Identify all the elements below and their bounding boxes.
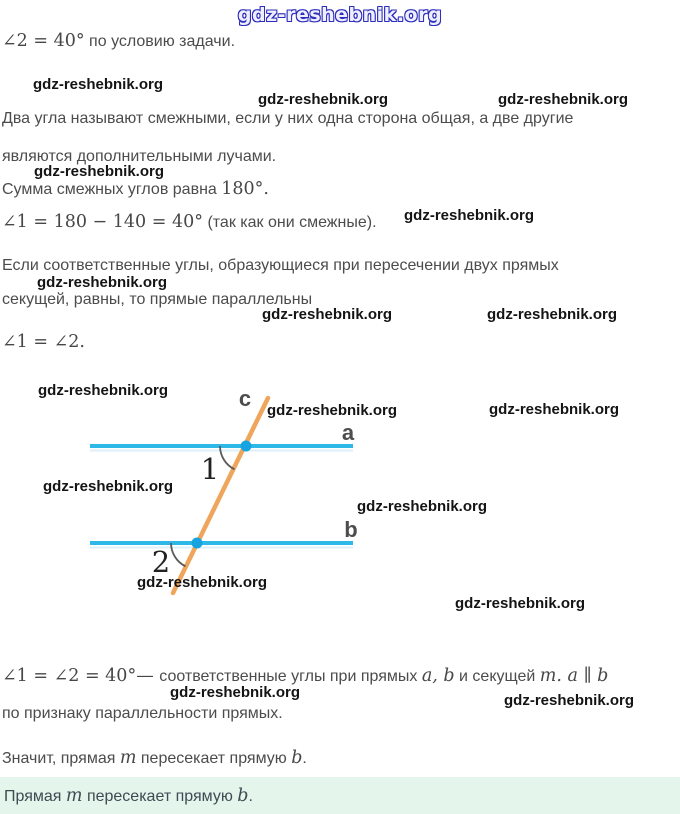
intersection-point-a — [240, 440, 252, 452]
text-segment: пересекает прямую — [82, 787, 238, 805]
text-segment: b — [291, 748, 303, 768]
watermark-text: gdz-reshebnik.org — [262, 306, 393, 323]
watermark-text: gdz-reshebnik.org — [487, 306, 618, 323]
text-segment: Два угла называют смежными, если у них о… — [2, 110, 574, 127]
watermark-text: gdz-reshebnik.org — [504, 692, 635, 709]
text-segment: секущей, равны, то прямые параллельны — [2, 291, 313, 308]
text-segment: ∠1 = 180 − 140 = 40° — [2, 212, 203, 232]
final-answer-bar: Прямая m пересекает прямую b. — [0, 777, 680, 814]
parallel-lines-figure: c a b 1 2 — [90, 386, 358, 596]
watermark-text: gdz-reshebnik.org — [170, 684, 301, 701]
text-segment: (так как они смежные). — [203, 214, 377, 231]
angle-2-arc — [170, 542, 186, 568]
text-segment: по признаку параллельности прямых. — [2, 705, 283, 722]
label-transversal-c: c — [239, 386, 251, 411]
line-adjacent-def-2: являются дополнительными лучами. — [2, 146, 276, 168]
text-segment: 180°. — [221, 179, 269, 199]
text-segment: m — [119, 748, 137, 768]
watermark-text: gdz-reshebnik.org — [33, 76, 164, 93]
angle-1-arc — [219, 445, 235, 471]
watermark-text: gdz-reshebnik.org — [258, 91, 389, 108]
text-segment: пересекает прямую — [136, 750, 292, 767]
intersection-point-b — [191, 537, 203, 549]
watermark-text: gdz-reshebnik.org — [404, 207, 535, 224]
text-segment: соответственные углы при прямых — [159, 668, 422, 685]
transversal-line-c — [170, 395, 271, 596]
watermark-text: gdz-reshebnik.org — [498, 91, 629, 108]
final-answer-text: Прямая m пересекает прямую b. — [4, 786, 253, 806]
text-segment: являются дополнительными лучами. — [2, 148, 277, 165]
text-segment: a, b — [421, 666, 455, 686]
text-segment: Сумма смежных углов равна — [2, 181, 222, 198]
text-segment: m. a ∥ b — [539, 666, 609, 686]
line-angle2-given: ∠2 = 40° по условию задачи. — [2, 30, 235, 53]
text-segment: Значит, прямая — [2, 750, 120, 767]
watermark-text: gdz-reshebnik.org — [137, 574, 268, 591]
text-segment: Прямая — [4, 787, 66, 805]
line-corresponding-rule-2: секущей, равны, то прямые параллельны — [2, 289, 312, 311]
line-angle1-computation: ∠1 = 180 − 140 = 40° (так как они смежны… — [2, 211, 377, 234]
line-angles-equal: ∠1 = ∠2. — [2, 331, 85, 354]
label-line-a: a — [342, 420, 355, 445]
text-segment: m — [65, 785, 83, 806]
line-parallel-conclusion-1: ∠1 = ∠2 = 40°— соответственные углы при … — [2, 665, 608, 688]
watermark-text: gdz-reshebnik.org — [455, 595, 586, 612]
watermark-text: gdz-reshebnik.org — [489, 401, 620, 418]
watermark-text: gdz-reshebnik.org — [37, 274, 168, 291]
line-adjacent-sum: Сумма смежных углов равна 180°. — [2, 178, 269, 201]
text-segment: . — [248, 787, 253, 805]
watermark-text: gdz-reshebnik.org — [38, 382, 169, 399]
text-segment: . — [302, 750, 307, 767]
text-segment: ∠1 = ∠2. — [2, 332, 85, 352]
label-angle-1: 1 — [201, 452, 219, 486]
watermark-text: gdz-reshebnik.org — [43, 478, 174, 495]
text-segment: b — [237, 785, 249, 806]
text-segment: и секущей — [454, 668, 540, 685]
text-segment: ∠1 = ∠2 = 40°— — [2, 666, 160, 686]
watermark-text: gdz-reshebnik.org — [267, 402, 398, 419]
watermark-text: gdz-reshebnik.org — [34, 163, 165, 180]
text-segment: ∠2 = 40° — [2, 31, 85, 51]
line-corresponding-rule-1: Если соответственные углы, образующиеся … — [2, 255, 559, 277]
text-segment: Если соответственные углы, образующиеся … — [2, 257, 559, 274]
site-logo-watermark: gdz-reshebnik.org — [237, 4, 443, 26]
watermark-text: gdz-reshebnik.org — [357, 498, 488, 515]
line-adjacent-def-1: Два угла называют смежными, если у них о… — [2, 108, 573, 130]
label-angle-2: 2 — [152, 545, 170, 579]
label-line-b: b — [344, 517, 357, 542]
line-final-statement: Значит, прямая m пересекает прямую b. — [2, 747, 307, 770]
line-parallel-conclusion-2: по признаку параллельности прямых. — [2, 703, 283, 725]
text-segment: по условию задачи. — [84, 33, 236, 50]
